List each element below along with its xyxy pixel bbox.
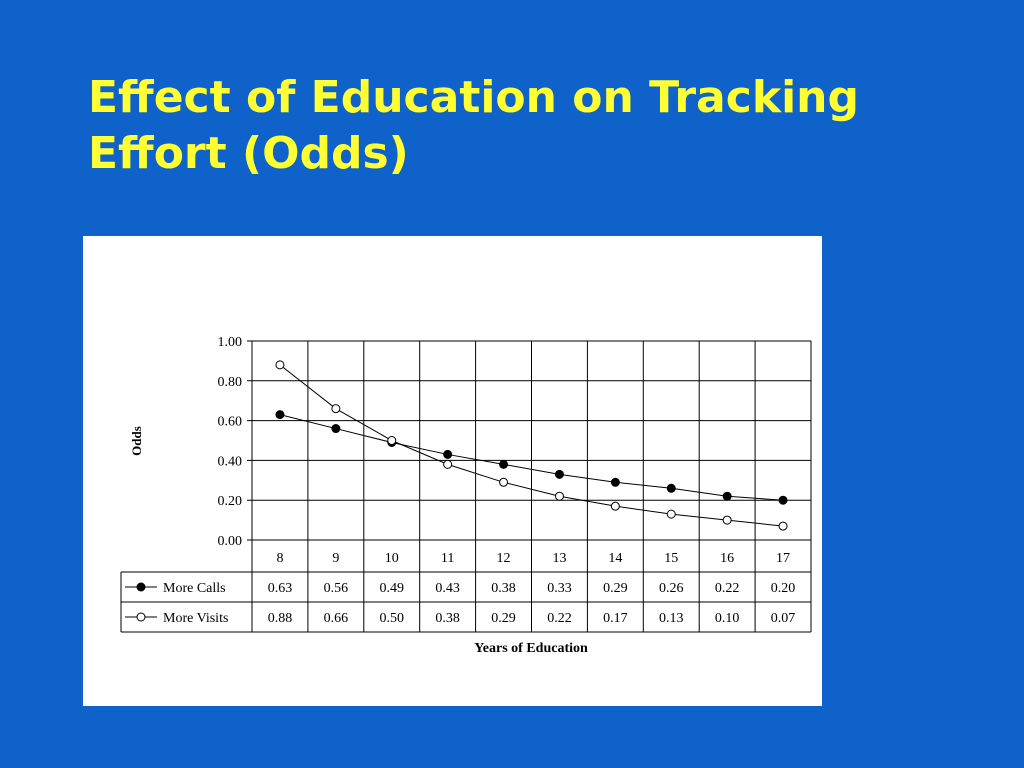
data-point	[331, 424, 341, 434]
data-cell: 0.38	[491, 581, 516, 596]
data-cell: 0.22	[715, 581, 740, 596]
y-tick-label: 0.40	[218, 454, 243, 469]
x-tick-label: 13	[552, 551, 566, 566]
x-axis-label: Years of Education	[474, 641, 588, 656]
data-point	[331, 404, 341, 414]
chart-grid	[247, 340, 812, 632]
data-point	[610, 501, 620, 511]
data-point	[275, 360, 285, 370]
y-tick-labels: 0.00 0.20 0.40 0.60 0.80 1.00	[218, 335, 243, 549]
data-cell: 0.43	[435, 581, 460, 596]
x-tick-label: 15	[664, 551, 678, 566]
legend-key-marker	[136, 582, 146, 592]
series-lines	[279, 364, 784, 527]
legend-label-1: More Calls	[163, 581, 226, 596]
legend-label-2: More Visits	[163, 611, 228, 626]
x-tick-label: 16	[720, 551, 734, 566]
x-tick-label: 11	[441, 551, 454, 566]
series-line-2	[279, 364, 784, 527]
data-point	[722, 491, 732, 501]
data-cell: 0.29	[603, 581, 628, 596]
slide-title-line-1: Effect of Education on Tracking	[88, 72, 859, 123]
slide-title: Effect of Education on Tracking Effort (…	[88, 70, 988, 182]
data-point	[554, 491, 564, 501]
y-tick-label: 0.80	[218, 375, 243, 390]
data-point	[554, 469, 564, 479]
data-cell: 0.66	[324, 611, 349, 626]
data-cell: 0.50	[380, 611, 405, 626]
data-point	[778, 495, 788, 505]
y-tick-label: 0.20	[218, 494, 243, 509]
x-tick-label: 12	[497, 551, 511, 566]
data-cell: 0.20	[771, 581, 796, 596]
data-point	[387, 436, 397, 445]
legend-key-marker	[136, 612, 146, 622]
data-cell: 0.13	[659, 611, 684, 626]
data-point	[666, 509, 676, 519]
data-cell: 0.22	[547, 611, 572, 626]
data-point	[499, 459, 509, 469]
series-line-1	[279, 414, 784, 501]
x-tick-label: 10	[385, 551, 399, 566]
data-point	[499, 477, 509, 487]
data-point	[666, 483, 676, 493]
data-cell: 0.07	[771, 611, 796, 626]
data-cell: 0.33	[547, 581, 572, 596]
data-cell: 0.88	[268, 611, 293, 626]
data-cell: 0.29	[491, 611, 516, 626]
data-point	[610, 477, 620, 487]
x-tick-label: 9	[332, 551, 339, 566]
odds-line-chart: 0.00 0.20 0.40 0.60 0.80 1.00 8 9 10 11 12 13 14 15 1…	[120, 335, 812, 656]
data-point	[443, 459, 453, 469]
x-tick-label: 14	[608, 551, 622, 566]
series-points	[275, 360, 788, 531]
data-cell: 0.56	[324, 581, 349, 596]
data-point	[443, 449, 453, 459]
y-axis-label: Odds	[129, 426, 144, 456]
chart-panel: 0.00 0.20 0.40 0.60 0.80 1.00 8 9 10 11 12 13 14 15 1…	[83, 236, 822, 706]
x-tick-labels: 8 9 10 11 12 13 14 15 16 17	[276, 551, 790, 566]
y-tick-label: 0.00	[218, 534, 243, 549]
data-table: More Calls 0.63 0.56 0.49 0.43 0.38 0.33 0.29 0.…	[120, 571, 811, 633]
data-cell: 0.63	[268, 581, 293, 596]
data-cell: 0.17	[603, 611, 628, 626]
x-tick-label: 17	[776, 551, 790, 566]
y-tick-label: 0.60	[218, 415, 243, 430]
data-cell: 0.38	[435, 611, 460, 626]
slide-title-line-2: Effort (Odds)	[88, 128, 409, 179]
y-tick-label: 1.00	[218, 335, 243, 350]
data-point	[778, 521, 788, 531]
data-cell: 0.26	[659, 581, 684, 596]
data-point	[275, 410, 285, 420]
x-tick-label: 8	[276, 551, 283, 566]
data-cell: 0.10	[715, 611, 740, 626]
data-cell: 0.49	[380, 581, 405, 596]
data-point	[722, 515, 732, 525]
